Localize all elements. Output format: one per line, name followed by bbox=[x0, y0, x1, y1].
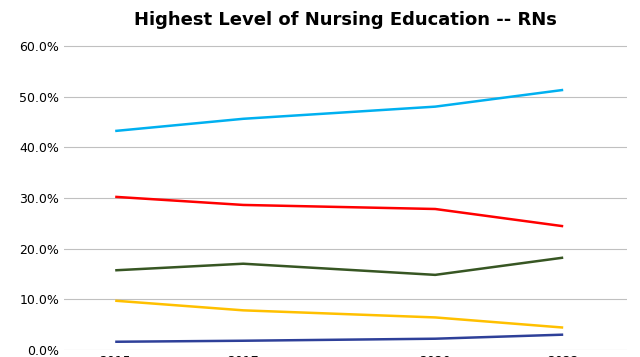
Baccalaureate degree-nursing bbox=[431, 105, 439, 109]
Baccalaureate degree-nursing bbox=[559, 88, 567, 92]
Associate degree-nursing bbox=[559, 224, 567, 228]
Associate degree-nursing bbox=[111, 195, 119, 199]
Diploma-nursing bbox=[431, 315, 439, 320]
Doctoral degree-nursing any bbox=[431, 337, 439, 341]
Line: Associate degree-nursing: Associate degree-nursing bbox=[115, 197, 563, 226]
Baccalaureate degree-nursing bbox=[111, 129, 119, 133]
Line: Baccalaureate degree-nursing: Baccalaureate degree-nursing bbox=[115, 90, 563, 131]
Line: Diploma-nursing: Diploma-nursing bbox=[115, 301, 563, 328]
Diploma-nursing bbox=[239, 308, 247, 312]
Doctoral degree-nursing any bbox=[111, 340, 119, 344]
Doctoral degree-nursing any bbox=[239, 338, 247, 343]
Masters degree-nursing bbox=[111, 268, 119, 272]
Diploma-nursing bbox=[111, 298, 119, 303]
Line: Masters degree-nursing: Masters degree-nursing bbox=[115, 258, 563, 275]
Baccalaureate degree-nursing bbox=[239, 117, 247, 121]
Doctoral degree-nursing any bbox=[559, 332, 567, 337]
Associate degree-nursing bbox=[239, 203, 247, 207]
Title: Highest Level of Nursing Education -- RNs: Highest Level of Nursing Education -- RN… bbox=[134, 11, 557, 29]
Line: Doctoral degree-nursing any: Doctoral degree-nursing any bbox=[115, 335, 563, 342]
Diploma-nursing bbox=[559, 326, 567, 330]
Masters degree-nursing bbox=[431, 273, 439, 277]
Masters degree-nursing bbox=[559, 256, 567, 260]
Masters degree-nursing bbox=[239, 262, 247, 266]
Associate degree-nursing bbox=[431, 207, 439, 211]
